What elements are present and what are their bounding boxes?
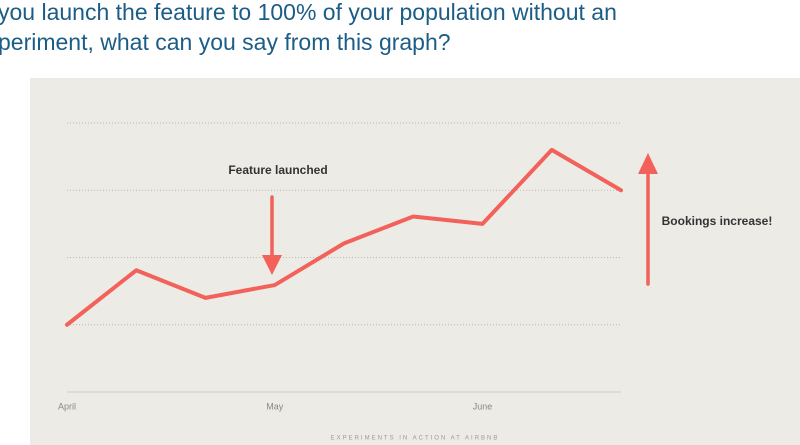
arrow-head — [638, 153, 658, 174]
line — [65, 147, 623, 327]
slide-title: you launch the feature to 100% of your p… — [0, 0, 617, 25]
plot: April May June Feature launched Bookings inc… — [58, 122, 773, 411]
x-tick-label: April — [58, 401, 76, 411]
arrow-head — [262, 255, 282, 275]
annotation: Bookings increase! — [662, 214, 773, 228]
annotation: Feature launched — [228, 163, 327, 177]
chart-background — [30, 78, 800, 445]
slide-title: periment, what can you say from this gra… — [0, 29, 451, 55]
footer: EXPERIMENTS IN ACTION AT AIRBNB — [331, 436, 500, 442]
x-tick-label: June — [473, 401, 493, 411]
x-tick-label: May — [266, 401, 284, 411]
